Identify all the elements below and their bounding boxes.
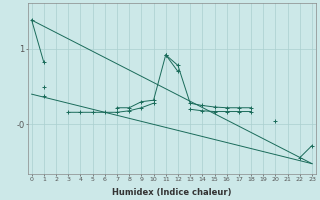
X-axis label: Humidex (Indice chaleur): Humidex (Indice chaleur) xyxy=(112,188,232,197)
